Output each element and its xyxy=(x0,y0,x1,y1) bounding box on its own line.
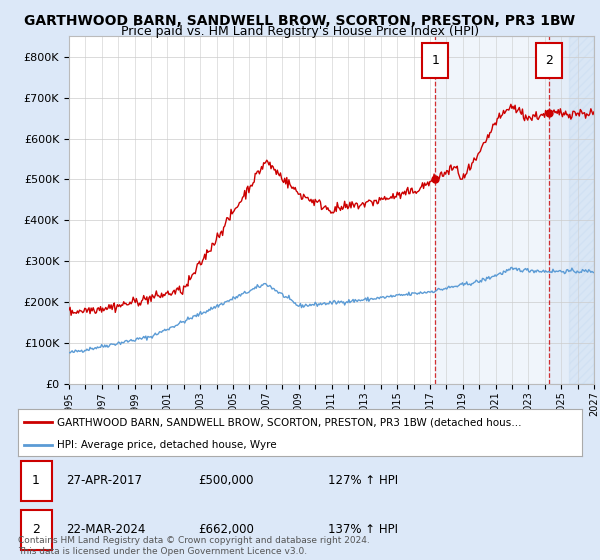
Text: GARTHWOOD BARN, SANDWELL BROW, SCORTON, PRESTON, PR3 1BW (detached hous…: GARTHWOOD BARN, SANDWELL BROW, SCORTON, … xyxy=(58,417,522,427)
Text: 2: 2 xyxy=(32,524,40,536)
Text: 1: 1 xyxy=(32,474,40,487)
Text: 127% ↑ HPI: 127% ↑ HPI xyxy=(328,474,398,487)
FancyBboxPatch shape xyxy=(21,461,52,501)
Text: £500,000: £500,000 xyxy=(199,474,254,487)
Bar xyxy=(436,36,594,384)
Text: 2: 2 xyxy=(545,54,553,67)
Text: 1: 1 xyxy=(431,54,439,67)
Text: 137% ↑ HPI: 137% ↑ HPI xyxy=(328,524,398,536)
Text: Price paid vs. HM Land Registry's House Price Index (HPI): Price paid vs. HM Land Registry's House … xyxy=(121,25,479,38)
FancyBboxPatch shape xyxy=(536,43,562,78)
Text: GARTHWOOD BARN, SANDWELL BROW, SCORTON, PRESTON, PR3 1BW: GARTHWOOD BARN, SANDWELL BROW, SCORTON, … xyxy=(25,14,575,28)
Text: 22-MAR-2024: 22-MAR-2024 xyxy=(66,524,145,536)
Text: £662,000: £662,000 xyxy=(199,524,254,536)
Text: HPI: Average price, detached house, Wyre: HPI: Average price, detached house, Wyre xyxy=(58,440,277,450)
Text: 27-APR-2017: 27-APR-2017 xyxy=(66,474,142,487)
Bar xyxy=(569,36,594,384)
Bar xyxy=(549,36,594,384)
FancyBboxPatch shape xyxy=(422,43,448,78)
FancyBboxPatch shape xyxy=(21,510,52,549)
Text: Contains HM Land Registry data © Crown copyright and database right 2024.
This d: Contains HM Land Registry data © Crown c… xyxy=(18,536,370,556)
